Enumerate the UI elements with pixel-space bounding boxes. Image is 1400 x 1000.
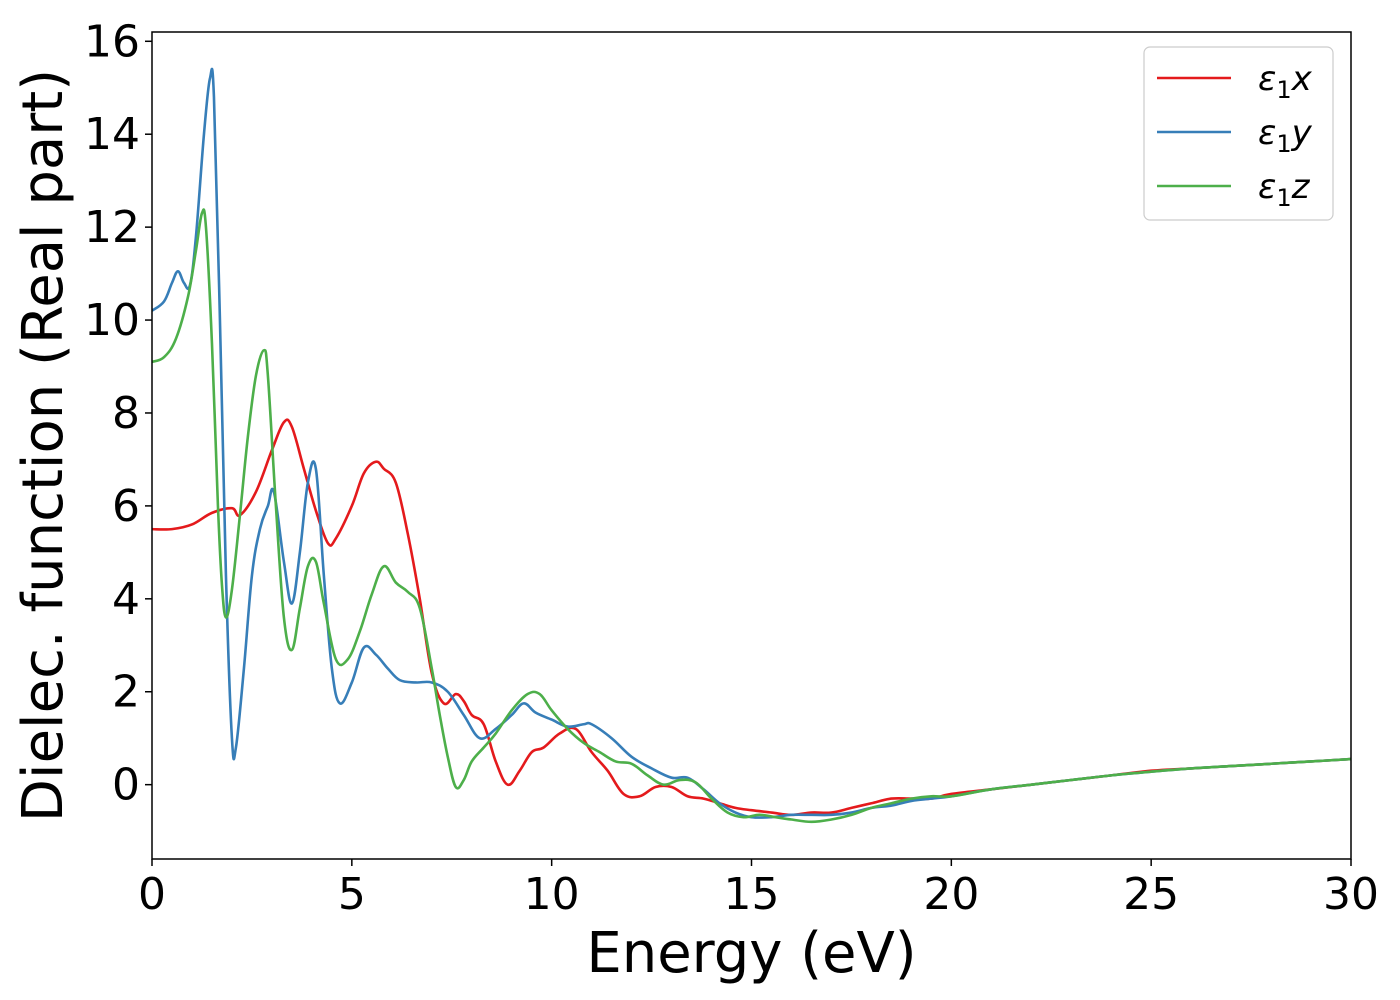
y-axis: 0 2 4 6 8 10 12 14 16 — [84, 16, 152, 811]
x-tick-label: 5 — [338, 869, 366, 920]
x-axis-label: Energy (eV) — [586, 921, 916, 986]
legend-label-y: ε1y — [1258, 113, 1313, 158]
y-axis-label: Dielec. function (Real part) — [11, 69, 76, 822]
y-tick-label: 4 — [112, 574, 140, 625]
y-tick-label: 10 — [84, 295, 140, 346]
y-tick-label: 8 — [112, 388, 140, 439]
x-tick-label: 30 — [1323, 869, 1379, 920]
series-line-x — [152, 418, 1351, 817]
legend: ε1x ε1y ε1z — [1143, 46, 1334, 221]
x-tick-label: 0 — [138, 869, 166, 920]
plot-lines — [152, 67, 1351, 824]
legend-label-x: ε1x — [1258, 59, 1313, 104]
series-line-y — [152, 67, 1351, 819]
x-tick-label: 10 — [524, 869, 580, 920]
x-tick-label: 25 — [1123, 869, 1179, 920]
y-tick-label: 12 — [84, 202, 140, 253]
legend-box — [1143, 46, 1334, 221]
y-tick-label: 2 — [112, 667, 140, 718]
y-tick-label: 0 — [112, 760, 140, 811]
series-line-z — [152, 208, 1351, 824]
x-tick-label: 20 — [923, 869, 979, 920]
y-tick-label: 16 — [84, 16, 140, 67]
x-tick-label: 15 — [724, 869, 780, 920]
x-axis: 0 5 10 15 20 25 30 — [138, 859, 1379, 920]
legend-label-z: ε1z — [1258, 167, 1311, 212]
y-tick-label: 6 — [112, 481, 140, 532]
y-tick-label: 14 — [84, 109, 140, 160]
